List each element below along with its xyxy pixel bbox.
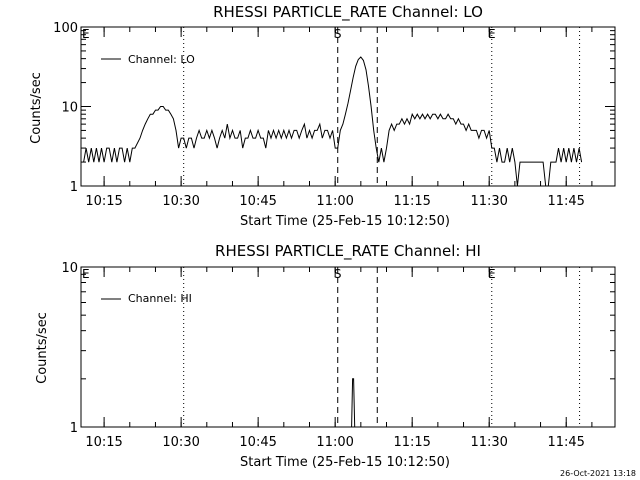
hi-marker-label: E: [82, 267, 90, 281]
hi-marker-label: S: [334, 267, 342, 281]
hi-marker-label: E: [488, 267, 496, 281]
lo-y-tick-label: 100: [53, 21, 78, 36]
hi-x-tick-label: 11:15: [393, 435, 430, 450]
plot-timestamp: 26-Oct-2021 13:18: [560, 469, 636, 478]
hi-series-line: [351, 378, 356, 428]
lo-x-tick-label: 11:15: [393, 194, 430, 209]
lo-x-axis-label: Start Time (25-Feb-15 10:12:50): [240, 214, 450, 229]
lo-x-tick-label: 10:45: [239, 194, 276, 209]
hi-y-tick-label: 1: [70, 421, 78, 436]
hi-y-axis-label: Counts/sec: [35, 312, 50, 384]
lo-chart-title: RHESSI PARTICLE_RATE Channel: LO: [213, 3, 483, 22]
lo-x-tick-label: 11:45: [547, 194, 584, 209]
lo-y-tick-label: 10: [61, 101, 78, 116]
lo-marker-label: S: [334, 27, 342, 41]
lo-y-tick-label: 1: [70, 180, 78, 195]
lo-x-tick-label: 10:15: [85, 194, 122, 209]
hi-x-tick-label: 10:30: [162, 435, 199, 450]
lo-x-tick-label: 11:00: [316, 194, 353, 209]
hi-x-axis-label: Start Time (25-Feb-15 10:12:50): [240, 455, 450, 470]
hi-x-tick-label: 11:00: [316, 435, 353, 450]
lo-x-tick-label: 10:30: [162, 194, 199, 209]
hi-x-tick-label: 10:15: [85, 435, 122, 450]
hi-x-tick-label: 11:45: [547, 435, 584, 450]
hi-channel-panel: RHESSI PARTICLE_RATE Channel: HI Start T…: [35, 242, 616, 470]
lo-marker-label: E: [82, 27, 90, 41]
hi-x-tick-label: 11:30: [470, 435, 507, 450]
lo-y-axis-label: Counts/sec: [29, 72, 44, 144]
lo-legend-label: Channel: LO: [128, 53, 195, 66]
lo-marker-label: E: [488, 27, 496, 41]
hi-legend-label: Channel: HI: [128, 292, 192, 305]
hi-y-tick-label: 10: [61, 261, 78, 276]
lo-x-tick-label: 11:30: [470, 194, 507, 209]
lo-channel-panel: RHESSI PARTICLE_RATE Channel: LO Start T…: [29, 3, 616, 229]
hi-plot-frame: [80, 266, 616, 428]
lo-series-line: [83, 56, 583, 187]
hi-chart-title: RHESSI PARTICLE_RATE Channel: HI: [215, 242, 481, 261]
hi-x-tick-label: 10:45: [239, 435, 276, 450]
